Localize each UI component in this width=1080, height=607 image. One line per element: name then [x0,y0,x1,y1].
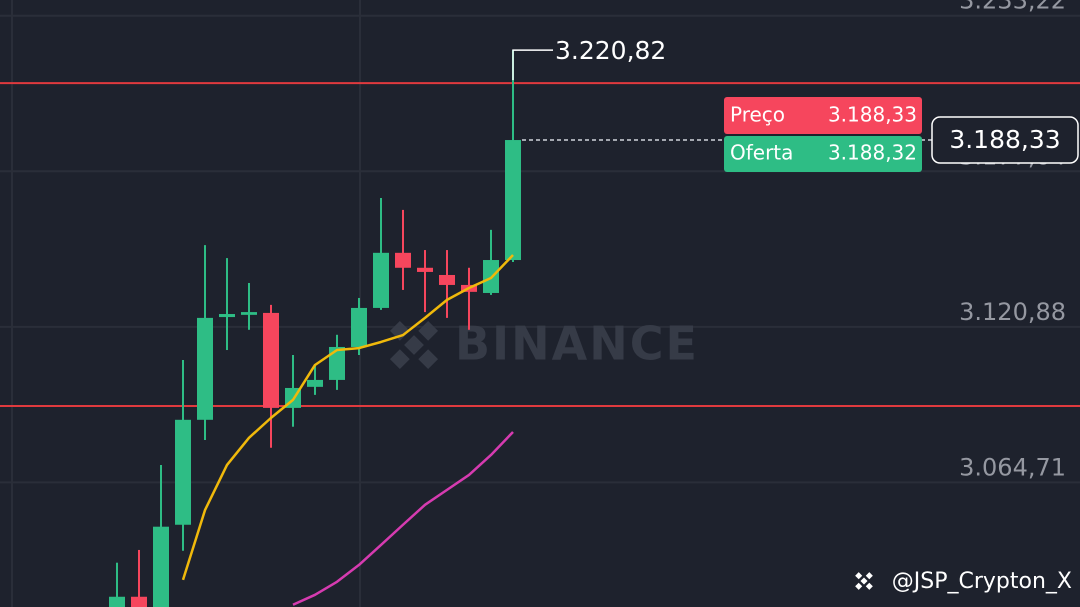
plot [0,50,1080,607]
quote-bid-value: 3.188,32 [828,141,917,165]
candle-body [505,140,521,261]
ma-line [292,431,514,606]
candle-body [373,252,389,308]
candle-body [131,596,147,607]
watermark-text: BINANCE [455,317,699,371]
candle-body [417,267,433,272]
high-marker-line [512,49,553,81]
credit-text: @JSP_Crypton_X [892,569,1072,594]
overlay: 3.233,223.177,043.120,883.064,713.220,82… [512,0,1079,481]
candle-body [307,379,323,387]
quote-price-name: Preço [730,103,785,127]
candle-body [153,526,169,607]
candle-body [351,307,367,347]
candle-body [219,314,235,318]
y-tick-label: 3.064,71 [959,453,1066,481]
last-price-box [931,116,1079,164]
candle-body [109,596,125,607]
last-price-label: 3.188,33 [949,125,1060,154]
candle-body [263,312,279,408]
quote-bid-name: Oferta [730,141,793,165]
quote-bid-box [724,136,922,172]
ma-line [181,254,514,581]
quote-price-box [724,97,922,134]
candle-body [241,312,257,315]
candle-body [197,317,213,420]
y-tick-label: 3.120,88 [959,298,1066,326]
candle-body [329,346,345,380]
candle-body [439,274,455,285]
quote-price-value: 3.188,33 [828,103,917,127]
credit: @JSP_Crypton_X [855,569,1072,594]
high-marker-label: 3.220,82 [555,36,666,65]
candle-body [395,252,411,268]
candle-body [175,419,191,525]
y-tick-label: 3.233,22 [959,0,1066,15]
